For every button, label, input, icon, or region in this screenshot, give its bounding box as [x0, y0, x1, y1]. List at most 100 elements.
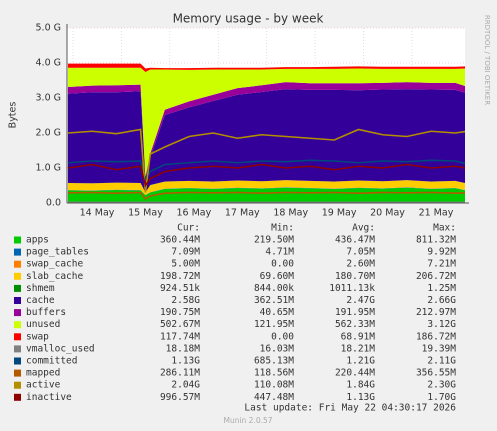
last-update: Last update: Fri May 22 04:30:17 2026	[244, 403, 456, 414]
stat-value: 1.13G	[346, 392, 375, 403]
legend-label: inactive	[26, 392, 72, 403]
line	[67, 128, 466, 193]
stat-value: 9.92M	[427, 247, 456, 258]
stat-header: Cur:	[177, 223, 200, 234]
stat-value: 19.39M	[422, 343, 457, 354]
area	[67, 89, 465, 193]
y-axis-label: Bytes	[8, 102, 19, 129]
x-tick-label: 18 May	[273, 208, 308, 219]
stat-value: 191.95M	[335, 307, 375, 318]
stat-value: 110.08M	[254, 380, 294, 391]
stat-value: 0.00	[271, 331, 294, 342]
stat-value: 68.91M	[341, 331, 376, 342]
stat-value: 436.47M	[335, 235, 375, 246]
stat-value: 121.95M	[254, 319, 294, 330]
y-tick-label: 1.0 G	[36, 163, 62, 174]
stat-value: 286.11M	[160, 368, 200, 379]
stat-value: 7.09M	[171, 247, 200, 258]
stat-value: 360.44M	[160, 235, 200, 246]
stat-value: 220.44M	[335, 368, 375, 379]
stat-value: 362.51M	[254, 295, 294, 306]
stat-value: 2.30G	[427, 380, 456, 391]
stat-value: 2.11G	[427, 356, 456, 367]
stat-value: 5.00M	[171, 259, 200, 270]
stat-header: Max:	[433, 223, 456, 234]
legend-swatch	[14, 393, 21, 401]
legend-swatch	[14, 284, 21, 292]
stat-value: 1011.13k	[329, 283, 375, 294]
stat-value: 3.12G	[427, 319, 456, 330]
y-tick-label: 3.0 G	[36, 93, 62, 104]
legend-label: committed	[26, 356, 77, 367]
stat-value: 1.21G	[346, 356, 375, 367]
stat-value: 2.66G	[427, 295, 456, 306]
stat-value: 1.84G	[346, 380, 375, 391]
stat-value: 502.67M	[160, 319, 200, 330]
stat-value: 7.21M	[427, 259, 456, 270]
area	[67, 187, 465, 203]
stat-header: Min:	[271, 223, 294, 234]
y-tick-label: 2.0 G	[36, 128, 62, 139]
legend-swatch	[14, 357, 21, 365]
line	[67, 159, 466, 181]
stat-value: 212.97M	[416, 307, 456, 318]
stat-value: 4.71M	[265, 247, 294, 258]
side-label: RRDTOOL / TOBI OETIKER	[483, 15, 491, 105]
stat-value: 2.04G	[171, 380, 200, 391]
stat-value: 685.13M	[254, 356, 294, 367]
stat-header: Avg:	[352, 223, 375, 234]
stat-value: 2.60M	[346, 259, 375, 270]
stat-value: 180.70M	[335, 271, 375, 282]
stat-value: 198.72M	[160, 271, 200, 282]
legend-swatch	[14, 345, 21, 353]
x-tick-label: 15 May	[128, 208, 163, 219]
stat-value: 16.03M	[260, 343, 295, 354]
stat-value: 562.33M	[335, 319, 375, 330]
legend-swatch	[14, 333, 21, 341]
y-tick-label: 4.0 G	[36, 58, 62, 69]
version: Munin 2.0.57	[223, 416, 272, 425]
stat-value: 2.47G	[346, 295, 375, 306]
x-tick-label: 16 May	[176, 208, 211, 219]
stat-value: 18.21M	[341, 343, 376, 354]
legend-label: swap_cache	[26, 259, 83, 270]
stat-value: 40.65M	[260, 307, 295, 318]
stat-value: 206.72M	[416, 271, 456, 282]
legend-swatch	[14, 297, 21, 304]
stat-value: 1.13G	[171, 356, 200, 367]
legend-swatch	[14, 260, 21, 268]
area	[67, 82, 465, 179]
legend-swatch	[14, 321, 21, 329]
stat-value: 219.50M	[254, 235, 294, 246]
legend-label: unused	[26, 319, 60, 330]
stat-value: 447.48M	[254, 392, 294, 403]
stat-value: 7.05M	[346, 247, 375, 258]
y-tick-label: 0.0	[46, 198, 61, 209]
stat-value: 0.00	[271, 259, 294, 270]
line	[67, 163, 466, 188]
area	[67, 63, 465, 72]
legend-label: slab_cache	[26, 271, 83, 282]
stat-value: 1.70G	[427, 392, 456, 403]
legend-swatch	[14, 369, 21, 377]
line	[67, 191, 466, 200]
stat-value: 844.00k	[254, 283, 294, 294]
legend-label: active	[26, 380, 61, 391]
area	[67, 67, 465, 177]
y-tick-label: 5.0 G	[36, 23, 62, 34]
legend-label: vmalloc_used	[26, 343, 95, 354]
legend-swatch	[14, 381, 21, 389]
legend-label: mapped	[26, 368, 60, 379]
stat-value: 996.57M	[160, 392, 200, 403]
x-tick-label: 20 May	[370, 208, 405, 219]
stat-value: 69.60M	[260, 271, 295, 282]
legend-label: apps	[26, 235, 49, 246]
stat-value: 118.56M	[254, 368, 294, 379]
legend-label: swap	[26, 331, 49, 342]
stat-value: 356.55M	[416, 368, 456, 379]
legend-swatch	[14, 272, 21, 280]
legend-swatch	[14, 236, 21, 244]
x-tick-label: 14 May	[80, 208, 115, 219]
legend-label: buffers	[26, 307, 66, 318]
stat-value: 117.74M	[160, 331, 200, 342]
